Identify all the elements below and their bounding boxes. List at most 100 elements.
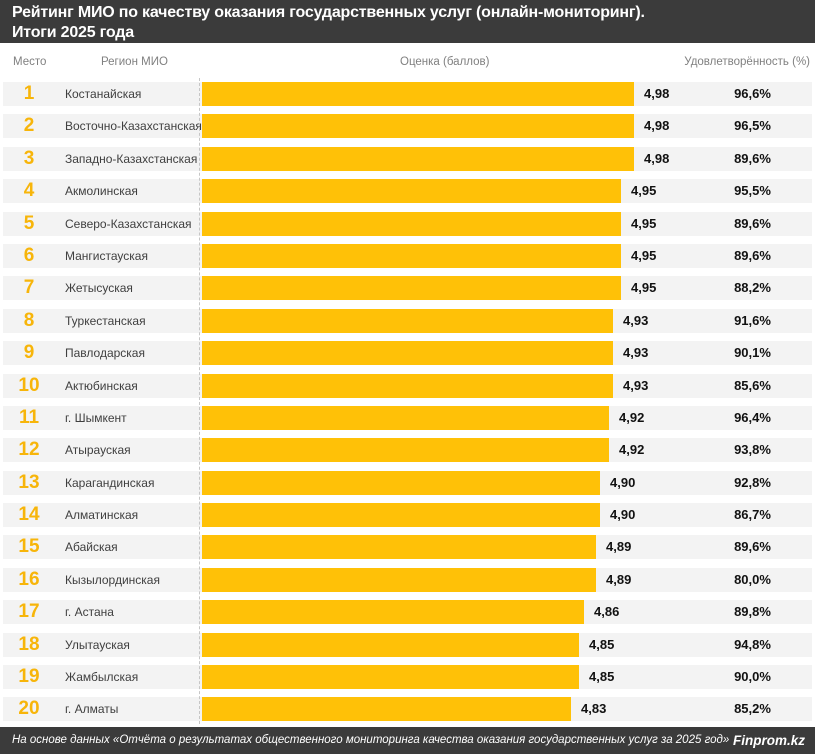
rank-number: 9: [23, 342, 35, 364]
region-name: Жетысуская: [65, 281, 133, 296]
rank-number: 1: [23, 83, 35, 104]
score-value: 4,92: [619, 442, 645, 458]
finprom-logo: Finprom.kz: [732, 733, 805, 748]
score-value: 4,90: [610, 507, 636, 523]
bar-baseline-dashed-line: [199, 78, 200, 724]
table-row: 4 Акмолинская 4,95 95,5%: [3, 179, 812, 204]
score-bar: [202, 146, 634, 171]
table-row: 17 г. Астана 4,86 89,8%: [3, 600, 812, 625]
satisfaction-value: 80,0%: [734, 571, 771, 587]
score-bar: [202, 82, 634, 106]
score-bar: [202, 567, 596, 592]
region-name: Жамбылская: [65, 670, 139, 685]
rank-number: 3: [23, 147, 35, 169]
rating-rows: 1 Костанайская 4,98 96,6% 2 Восточно-Каз…: [3, 82, 812, 730]
score-bar: [202, 114, 634, 139]
table-row: 6 Мангистауская 4,95 89,6%: [3, 243, 812, 268]
region-name: г. Шымкент: [65, 410, 127, 425]
rank-number: 18: [18, 633, 40, 655]
region-name: Атырауская: [65, 443, 131, 458]
score-bar: [202, 373, 613, 398]
rank-number: 4: [23, 180, 35, 202]
column-header-satisfaction: Удовлетворённость (%): [684, 56, 810, 68]
rank-number: 14: [18, 504, 40, 526]
satisfaction-value: 96,6%: [734, 86, 771, 101]
column-header-rank: Место: [13, 56, 47, 68]
chart-title-line-2: Итоги 2025 года: [12, 23, 134, 41]
rank-number: 17: [18, 601, 40, 623]
score-bar: [202, 503, 600, 528]
score-value: 4,98: [644, 86, 670, 101]
satisfaction-value: 94,8%: [734, 636, 771, 652]
satisfaction-value: 89,6%: [734, 247, 771, 263]
score-value: 4,93: [623, 312, 649, 328]
region-name: г. Астана: [65, 605, 114, 620]
rank-number: 20: [18, 698, 40, 720]
score-value: 4,90: [610, 474, 636, 490]
rank-number: 5: [23, 212, 35, 234]
satisfaction-value: 89,6%: [734, 215, 771, 231]
satisfaction-value: 88,2%: [734, 280, 771, 296]
region-name: Алматинская: [65, 508, 139, 523]
score-value: 4,95: [631, 280, 657, 296]
region-name: Улытауская: [65, 637, 130, 652]
satisfaction-value: 89,6%: [734, 539, 771, 555]
region-name: Карагандинская: [65, 475, 155, 490]
score-bar: [202, 405, 609, 430]
region-name: Кызылординская: [65, 572, 160, 587]
region-name: Северо-Казахстанская: [65, 216, 192, 231]
table-row: 19 Жамбылская 4,85 90,0%: [3, 665, 812, 690]
score-value: 4,92: [619, 409, 645, 425]
rank-number: 15: [18, 536, 40, 558]
score-bar: [202, 179, 621, 204]
table-row: 2 Восточно-Казахстанская 4,98 96,5%: [3, 114, 812, 139]
score-value: 4,83: [581, 701, 607, 717]
region-name: Павлодарская: [65, 346, 145, 361]
score-bar: [202, 697, 571, 722]
satisfaction-value: 92,8%: [734, 474, 771, 490]
satisfaction-value: 85,6%: [734, 377, 771, 393]
score-bar: [202, 276, 621, 301]
score-value: 4,98: [644, 118, 670, 134]
rank-number: 16: [18, 568, 40, 590]
score-value: 4,93: [623, 345, 649, 361]
rank-number: 2: [23, 115, 35, 137]
satisfaction-value: 95,5%: [734, 183, 771, 199]
satisfaction-value: 96,5%: [734, 118, 771, 134]
region-name: Восточно-Казахстанская: [65, 119, 202, 134]
region-name: Костанайская: [65, 87, 142, 101]
score-value: 4,95: [631, 247, 657, 263]
score-value: 4,93: [623, 377, 649, 393]
region-name: Абайская: [65, 540, 118, 555]
data-source-note: На основе данных «Отчёта о результатах о…: [12, 734, 730, 746]
score-value: 4,86: [594, 604, 620, 620]
region-name: Западно-Казахстанская: [65, 151, 198, 166]
score-bar: [202, 243, 621, 268]
table-row: 7 Жетысуская 4,95 88,2%: [3, 276, 812, 301]
score-value: 4,95: [631, 183, 657, 199]
score-bar: [202, 308, 613, 333]
rank-number: 8: [23, 309, 35, 331]
score-bar: [202, 341, 613, 366]
score-bar: [202, 632, 579, 657]
satisfaction-value: 90,1%: [734, 345, 771, 361]
region-name: Туркестанская: [65, 313, 146, 328]
column-header-score: Оценка (баллов): [400, 56, 490, 68]
score-value: 4,89: [606, 539, 632, 555]
rank-number: 6: [23, 244, 35, 266]
score-bar: [202, 535, 596, 560]
footer-bar: На основе данных «Отчёта о результатах о…: [0, 727, 815, 754]
table-row: 9 Павлодарская 4,93 90,1%: [3, 341, 812, 366]
region-name: г. Алматы: [65, 702, 119, 717]
rank-number: 10: [18, 374, 40, 396]
rank-number: 19: [18, 666, 40, 688]
score-value: 4,89: [606, 571, 632, 587]
table-row: 8 Туркестанская 4,93 91,6%: [3, 308, 812, 333]
score-bar: [202, 665, 579, 690]
score-bar: [202, 438, 609, 463]
region-name: Акмолинская: [65, 184, 138, 199]
score-bar: [202, 211, 621, 236]
score-value: 4,98: [644, 150, 670, 166]
satisfaction-value: 86,7%: [734, 507, 771, 523]
